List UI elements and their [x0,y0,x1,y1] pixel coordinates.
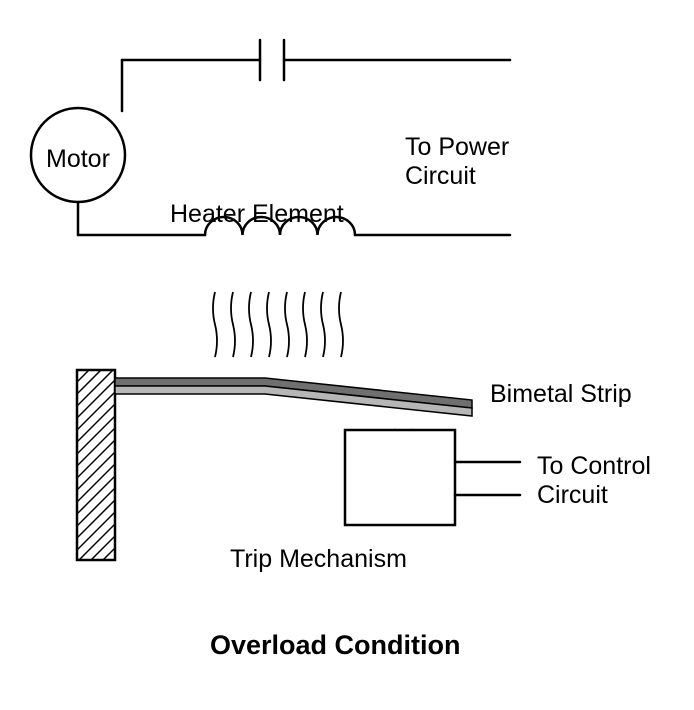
bimetal-strip-label: Bimetal Strip [490,380,632,409]
to-power-label-line1: To Power [405,133,509,162]
to-control-label-line1: To Control [537,452,651,481]
motor-label: Motor [46,145,110,174]
heater-element-label: Heater Element [170,200,344,229]
overload-diagram: { "canvas":{"w":694,"h":710,"bg":"#fffff… [0,0,694,710]
to-power-label-line2: Circuit [405,162,476,191]
trip-mechanism-label: Trip Mechanism [230,545,407,574]
to-control-label-line2: Circuit [537,481,608,510]
diagram-title: Overload Condition [210,630,461,661]
